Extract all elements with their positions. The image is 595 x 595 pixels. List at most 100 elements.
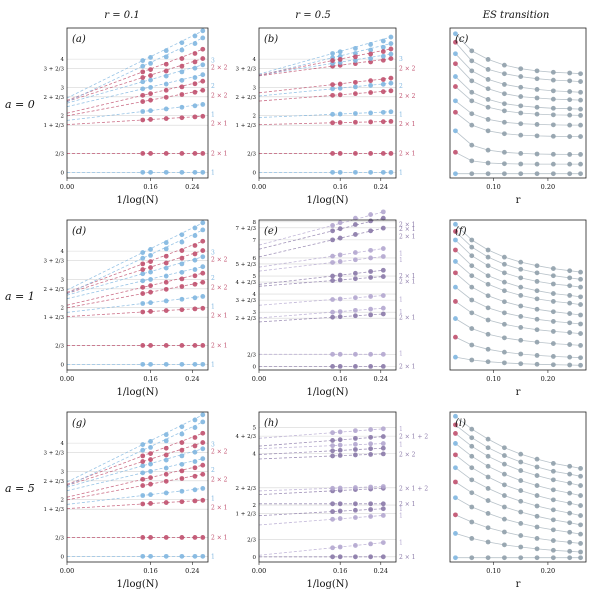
degeneracy-label: 2 × 1 <box>399 121 415 128</box>
data-point <box>140 483 146 488</box>
data-point <box>163 452 169 458</box>
data-point <box>550 105 556 111</box>
data-point <box>163 87 169 93</box>
series-fit-line <box>258 443 384 450</box>
data-point <box>380 49 386 54</box>
data-point <box>469 342 475 348</box>
data-point <box>148 117 153 122</box>
series-fit-line <box>66 442 203 486</box>
data-point <box>469 244 475 250</box>
data-point <box>453 221 458 227</box>
data-point <box>368 554 374 560</box>
data-point <box>179 84 185 90</box>
data-point <box>518 110 524 116</box>
degeneracy-label: 2 × 1 <box>211 505 227 512</box>
x-axis-label: r <box>516 195 521 206</box>
data-point <box>368 47 374 53</box>
data-point <box>502 101 507 107</box>
data-point <box>518 303 524 309</box>
y-tick-label: 3 <box>61 469 65 475</box>
y-tick-label: 4 <box>253 57 257 63</box>
data-point <box>534 353 540 358</box>
data-point <box>330 228 335 234</box>
data-point <box>337 508 343 514</box>
degeneracy-label: 2 <box>211 467 215 474</box>
y-tick-label: 7 <box>253 238 257 244</box>
data-point <box>148 343 153 348</box>
data-point <box>337 85 343 91</box>
y-tick-label: 2/3 <box>55 343 64 349</box>
data-point <box>550 319 556 324</box>
data-point <box>192 306 198 312</box>
data-point <box>518 459 524 465</box>
panel-label: (a) <box>72 34 86 45</box>
data-point <box>337 259 343 264</box>
plot-frame <box>66 219 209 371</box>
data-point <box>502 461 507 467</box>
data-point <box>179 269 185 275</box>
data-point <box>502 504 507 510</box>
panel-label: (i) <box>455 418 466 429</box>
data-point <box>140 99 146 104</box>
y-tick-label: 2 + 2/3 <box>236 486 257 492</box>
data-point <box>380 246 386 251</box>
data-point <box>353 428 358 434</box>
plot-frame <box>449 411 587 563</box>
data-point <box>534 464 540 470</box>
data-point <box>140 459 146 464</box>
data-point <box>485 273 491 279</box>
series-fit-line <box>258 276 384 287</box>
series-fit-line <box>258 307 384 319</box>
plot-frame <box>258 27 397 179</box>
degeneracy-label: 1 <box>399 441 403 448</box>
data-point <box>469 519 475 525</box>
data-point <box>485 525 491 531</box>
data-point <box>353 84 358 90</box>
degeneracy-label: 2 × 2 <box>211 65 228 72</box>
data-point <box>179 77 185 83</box>
data-point <box>337 277 343 283</box>
x-tick-label: 0.16 <box>143 183 157 191</box>
data-point <box>163 535 169 540</box>
data-point <box>163 94 169 100</box>
data-point <box>453 284 458 290</box>
degeneracy-label: 2 × 1 <box>399 554 415 561</box>
data-point <box>200 361 206 367</box>
data-point <box>192 487 198 493</box>
y-tick-label: 2 <box>253 114 257 120</box>
data-point <box>192 361 198 367</box>
data-point <box>534 95 540 101</box>
data-point <box>534 133 540 139</box>
data-point <box>140 86 146 92</box>
data-point <box>200 440 206 445</box>
data-point <box>368 56 374 61</box>
data-point <box>380 554 386 560</box>
data-point <box>453 452 458 458</box>
data-point <box>353 307 358 313</box>
data-point <box>550 309 556 315</box>
data-point <box>567 539 573 545</box>
y-tick-label: 2 + 2/3 <box>44 479 65 485</box>
data-point <box>140 79 146 85</box>
series-fit-line <box>258 447 384 455</box>
data-point <box>337 111 343 117</box>
data-point <box>353 554 358 560</box>
data-point <box>179 248 185 253</box>
data-point <box>140 109 146 114</box>
data-point <box>485 445 491 451</box>
data-point <box>330 237 335 243</box>
degeneracy-label: 2 × 2 <box>211 92 228 99</box>
data-point <box>578 493 583 498</box>
series-fit-line <box>66 296 203 313</box>
y-tick-label: 4 <box>61 57 65 63</box>
x-tick-label: 0.16 <box>333 375 347 383</box>
series-line <box>455 111 581 137</box>
data-point <box>578 89 583 95</box>
data-point <box>179 115 185 121</box>
data-point <box>330 509 335 514</box>
data-point <box>453 61 458 67</box>
data-point <box>485 67 491 72</box>
data-point <box>179 553 185 559</box>
data-point <box>469 48 475 54</box>
x-tick-label: 0.00 <box>252 375 266 383</box>
